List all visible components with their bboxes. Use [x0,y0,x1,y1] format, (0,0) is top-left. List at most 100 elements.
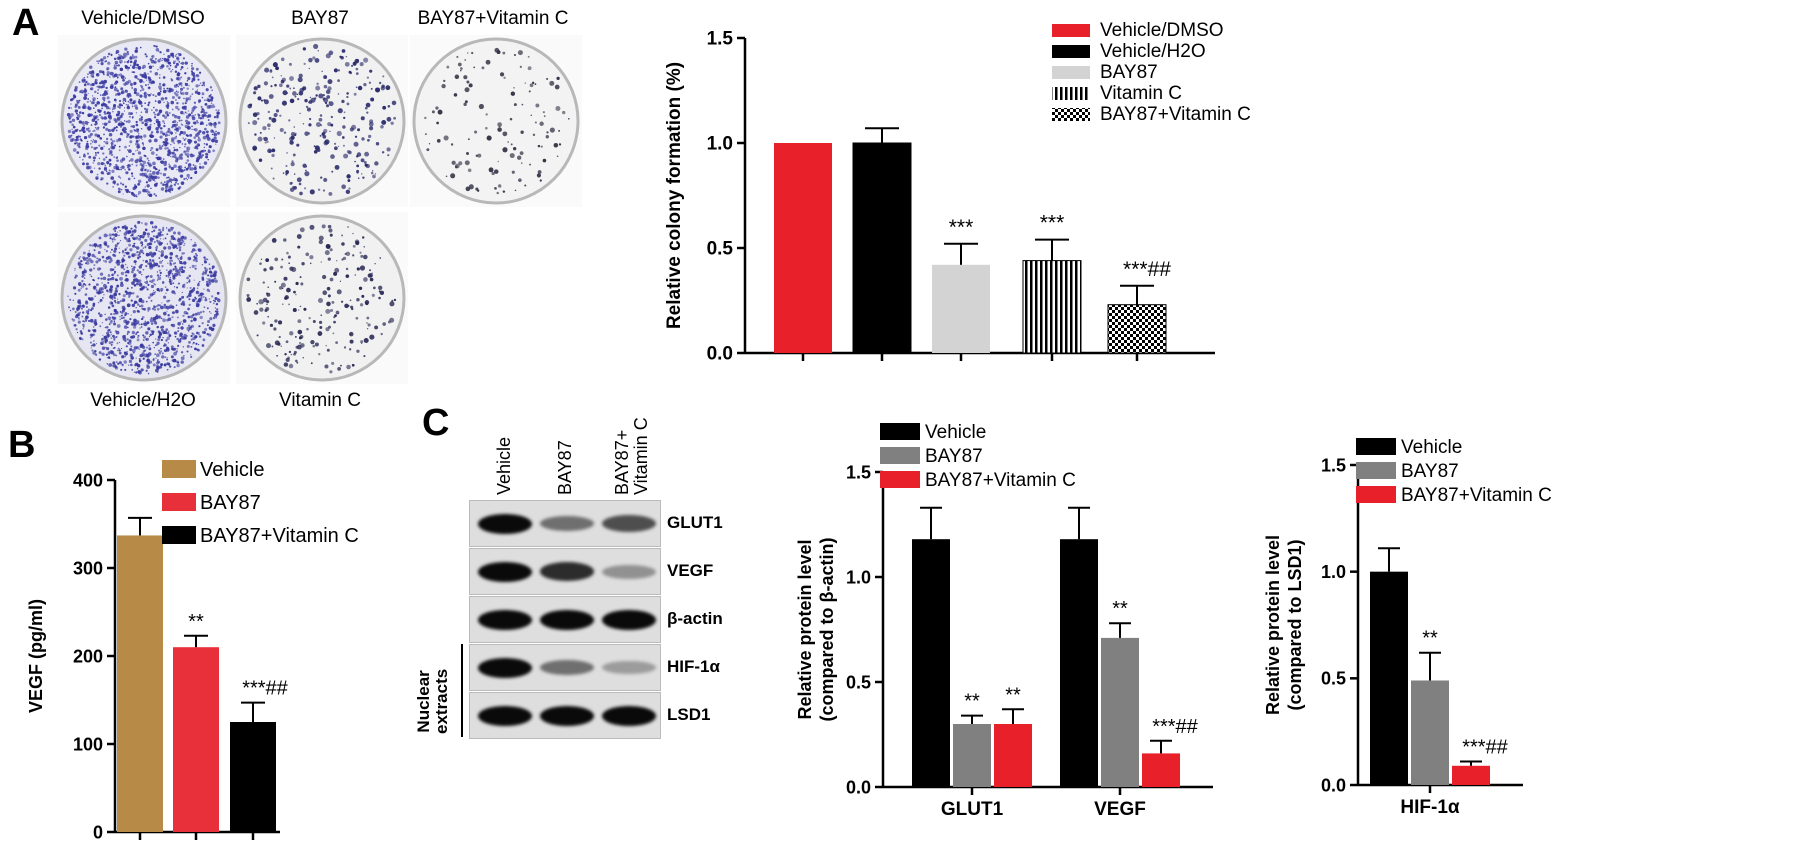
y-tick-label: 0.0 [707,344,733,365]
legend-label: Vehicle/H2O [1100,41,1206,62]
dish-label: Vehicle/H2O [90,390,196,411]
dish-image-vehicle-h2o [58,212,230,384]
blot-row-actin [469,596,661,643]
band [478,609,532,630]
significance-label: ***## [242,678,288,700]
y-axis-label: VEGF (pg/ml) [26,599,46,713]
y-tick-label: 1.0 [1321,562,1346,582]
nuclear-extracts-bracket [461,644,463,737]
bar-bay87-hif-1 [1411,680,1449,785]
legend-label: Vehicle [1401,437,1462,458]
band-label-vegf: VEGF [667,561,714,580]
band [602,609,656,630]
y-axis-label: Relative colony formation (%) [664,62,685,329]
dish-colonies [412,37,580,205]
band [478,513,532,534]
y-tick-label: 1.0 [846,567,871,587]
bar-bay87-vitamin-c [1107,304,1167,354]
dish-colonies [238,37,406,205]
legend-label: BAY87+Vitamin C [925,470,1076,491]
bar-bay87-glut1 [953,724,991,787]
legend-swatch [880,447,920,464]
band [540,562,594,581]
dish-label: BAY87 [291,8,349,29]
significance-label: *** [949,216,974,239]
legend-label: BAY87 [925,446,983,467]
dish-label: Vitamin C [278,390,361,411]
bar-bay87-vitamin-c-glut1 [994,724,1032,787]
y-tick-label: 0.0 [1321,775,1346,795]
band-label-glut1: GLUT1 [667,513,723,532]
x-tick-label: VEGF [1094,799,1146,820]
y-tick-label: 1.5 [846,462,871,482]
dish-image-vitamin-c [236,212,408,384]
dish-label: Vehicle/DMSO [81,8,205,29]
band [602,705,656,726]
x-tick-label: HIF-1α [1400,797,1460,818]
legend-swatch [1052,66,1090,79]
bar-bay87-vegf [1101,637,1139,787]
western-blot: Vehicle BAY87 BAY87+ Vitamin C GLUT1 VEGF β-a… [414,395,770,860]
y-tick-label: 1.5 [707,29,734,50]
lane-label-bay87-vitamin-c: BAY87+ Vitamin C [612,417,651,495]
y-tick-label: 400 [73,470,103,490]
dish-colonies [238,214,406,382]
y-tick-label: 1.0 [707,134,733,155]
band [540,705,594,726]
dish-image-bay87 [236,35,408,207]
bar-bay87-vitamin-c-vegf [1142,753,1180,787]
y-tick-label: 200 [73,646,103,666]
panel-letter-c: C [422,402,450,444]
legend-swatch [880,423,920,440]
band [540,515,594,532]
legend-swatch [880,471,920,488]
band [540,659,594,676]
legend-label: BAY87+Vitamin C [1401,485,1552,506]
dish-colonies [60,214,228,382]
legend-label: Vehicle [925,422,986,443]
bar-vehicle-h2o [852,142,912,354]
band [478,657,532,678]
band [478,561,532,582]
bar-bay87 [932,264,990,353]
protein-level-lsd1-chart: 0.0 0.5 1.0 1.5 Relative protein level(compa… [1263,437,1552,818]
significance-label: ** [1422,628,1438,650]
bar-vehicle-hif-1 [1370,571,1408,785]
y-tick-label: 0.5 [707,239,734,260]
significance-label: ** [1112,598,1128,620]
legend-label: BAY87 [1401,461,1459,482]
significance-label: ***## [1152,716,1198,738]
significance-label: ** [188,611,204,633]
bar-bay87 [173,647,219,832]
bar-vehicle-vegf [1060,539,1098,787]
legend-label: Vehicle [200,459,265,481]
legend-swatch [1356,486,1396,503]
y-tick-label: 100 [73,734,103,754]
legend-swatch [1356,462,1396,479]
bar-bay87-vitamin-c [230,722,276,832]
band [540,609,594,630]
vegf-chart: 0 100 200 300 400 VEGF (pg/ml) Vehicle ** BAY87 *… [26,459,359,842]
lane-label-vehicle: Vehicle [494,436,514,495]
significance-label: ***## [1462,737,1508,759]
dish-image-vehicle-dmso [58,35,230,207]
y-tick-label: 300 [73,558,103,578]
y-tick-label: 0.5 [846,672,871,692]
dish-colonies [60,37,228,205]
legend-label: Vitamin C [1100,83,1182,104]
dish-label: BAY87+Vitamin C [417,8,569,29]
y-tick-label: 0 [93,822,103,842]
legend-swatch [1052,24,1090,37]
dish-image-bay87-vitamin-c [410,35,582,207]
colony-formation-chart: 0.0 0.5 1.0 1.5 Relative colony formation (%… [664,20,1251,365]
bar-vehicle-dmso [774,143,832,353]
blot-row-hif-1 [469,644,661,691]
legend-label: BAY87+Vitamin C [1100,104,1251,125]
legend-swatch [162,526,196,544]
bar-vehicle [117,535,163,832]
bar-vitamin-c [1022,260,1082,354]
x-tick-label: GLUT1 [941,799,1004,820]
legend-label: BAY87 [1100,62,1158,83]
legend-label: Vehicle/DMSO [1100,20,1224,41]
band [602,660,656,675]
